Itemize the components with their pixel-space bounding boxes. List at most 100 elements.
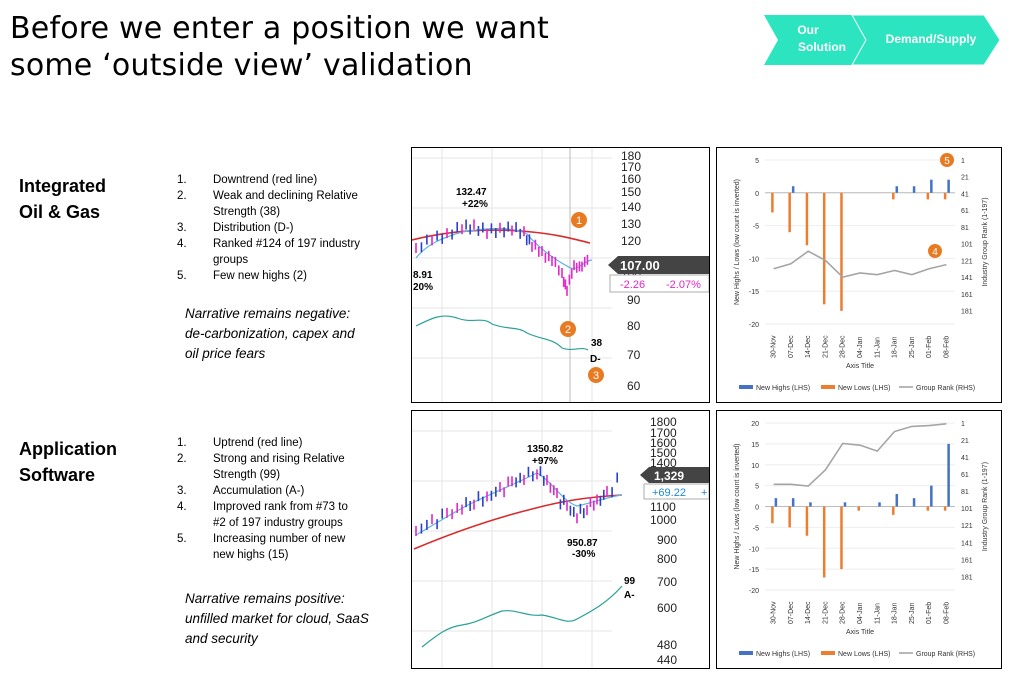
bar-new-low <box>805 192 809 246</box>
list-item: 5. Increasing number of new new highs (15) <box>177 531 378 563</box>
nav-our-solution-button[interactable] <box>764 15 870 65</box>
annotation-marker-label: 5 <box>944 156 950 167</box>
legend-label: New Highs (LHS) <box>756 385 810 392</box>
bar-new-low <box>788 506 791 528</box>
right-axis-tick: 81 <box>961 225 969 232</box>
axis-tick: 700 <box>657 575 677 589</box>
nav-demand-supply-label: Demand/Supply <box>886 32 977 46</box>
left-axis-tick: -10 <box>749 256 759 263</box>
axis-tick: 180 <box>621 149 641 163</box>
axis-tick: 1100 <box>650 500 676 514</box>
left-axis-tick: 20 <box>751 421 759 428</box>
oil-gas-change-pct: -2.07% <box>666 279 701 291</box>
oil-gas-price-svg: 132.47 +22% 8.91 20% 180 170 160 150 140… <box>412 148 709 402</box>
software-flow-svg: 20151050-5-10-15-20121416181101121141161… <box>734 421 989 658</box>
left-axis-tick: 10 <box>751 463 759 470</box>
list-text: Ranked #124 of 197 industry groups <box>213 236 378 268</box>
left-axis-tick: -15 <box>749 289 759 296</box>
software-high-label: 1350.82 <box>527 444 564 455</box>
right-axis-tick: 101 <box>961 242 973 249</box>
list-item: 4. Ranked #124 of 197 industry groups <box>177 236 378 268</box>
bar-new-high <box>895 186 899 193</box>
y-axis-title: New Highs / Lows (low count is inverted) <box>734 179 741 305</box>
left-axis-tick: -5 <box>753 525 759 532</box>
nav-demand-supply-button[interactable] <box>851 14 1001 66</box>
bar-new-high <box>791 498 795 507</box>
x-axis-tick: 28-Dec <box>840 335 847 358</box>
axis-tick: 1000 <box>650 513 677 527</box>
list-item: 3. Accumulation (A-) <box>177 483 378 499</box>
right-axis-tick: 121 <box>961 523 973 530</box>
bar-new-low <box>788 192 791 233</box>
software-last-price-tag <box>640 467 709 483</box>
legend-swatch <box>821 651 835 655</box>
bar-new-low <box>892 192 895 200</box>
y-axis-title: New Highs / Lows (low count is inverted) <box>734 443 741 569</box>
list-text-line: Strong and rising Relative <box>213 453 345 465</box>
bar-new-high <box>930 485 933 507</box>
section-title-oil-gas: Integrated Oil & Gas <box>19 173 106 225</box>
oil-gas-candles <box>415 219 589 296</box>
right-axis-tick: 161 <box>961 292 973 299</box>
x-axis-tick: 11-Jan <box>874 603 881 624</box>
software-change-box <box>643 483 709 500</box>
marker-3-label: 3 <box>593 370 599 382</box>
left-axis-tick: 5 <box>755 484 759 491</box>
list-text-line: #2 of 197 industry groups <box>213 517 343 529</box>
software-points-list: 1. Uptrend (red line) 2. Strong and rising… <box>177 435 378 563</box>
axis-tick: 140 <box>621 200 641 214</box>
oil-gas-rs-value: 38 <box>591 338 603 349</box>
axis-tick: 600 <box>657 601 677 615</box>
narrative-line: and security <box>185 631 258 646</box>
legend-swatch <box>739 651 753 655</box>
right-axis-tick: 101 <box>961 506 973 513</box>
oil-gas-change: -2.26 <box>620 279 645 291</box>
list-text: Weak and declining Relative Strength (38) <box>213 188 378 220</box>
software-price-axis: 1800 1700 1600 1500 1400 1100 1000 900 8… <box>650 415 677 667</box>
software-last-price: 1,329 <box>654 469 684 483</box>
software-acc-dist: A- <box>624 590 635 601</box>
axis-tick: 130 <box>621 217 641 231</box>
software-rs-value: 99 <box>624 576 636 587</box>
page-title-line1: Before we enter a position we want <box>10 11 550 46</box>
software-low-pct: -30% <box>572 549 595 560</box>
section-title-line2: Oil & Gas <box>19 202 101 222</box>
list-text: Improved rank from #73 to #2 of 197 indus… <box>213 499 378 531</box>
annotation-marker <box>928 244 942 258</box>
group-rank-line <box>773 250 947 279</box>
marker-1 <box>571 212 587 228</box>
oil-gas-flow-svg: 50-5-10-15-2012141618110112114116118130-… <box>734 153 989 392</box>
list-text: Accumulation (A-) <box>213 485 305 497</box>
bar-new-low <box>943 506 947 511</box>
narrative-line: oil price fears <box>185 346 266 361</box>
axis-tick: 800 <box>657 552 677 566</box>
right-axis-tick: 161 <box>961 557 973 564</box>
narrative-line: de-carbonization, capex and <box>185 326 355 341</box>
bar-new-high <box>912 186 916 193</box>
right-axis-tick: 21 <box>961 438 969 445</box>
axis-tick: 1700 <box>650 426 677 440</box>
narrative-line: unfilled market for cloud, SaaS <box>185 611 369 626</box>
legend-label: New Highs (LHS) <box>756 651 810 658</box>
x-axis-tick: 01-Feb <box>926 336 933 358</box>
software-price-svg: 1350.82 +97% 950.87 -30% 1800 1700 1600 … <box>412 411 709 668</box>
bar-new-high <box>774 498 778 507</box>
x-axis-title: Axis Title <box>846 629 874 636</box>
list-num: 3. <box>177 485 187 497</box>
bar-new-low <box>822 506 826 578</box>
list-num: 2. <box>177 190 187 202</box>
oil-gas-narrative: Narrative remains negative: de-carboniza… <box>185 304 395 364</box>
x-axis-tick: 11-Jan <box>874 337 881 358</box>
axis-tick: 70 <box>627 348 641 362</box>
axis-tick: 1400 <box>650 456 677 470</box>
axis-tick: 480 <box>657 638 677 652</box>
bar-new-high <box>947 179 950 193</box>
axis-tick: 170 <box>621 160 641 174</box>
list-text-line: groups <box>213 254 249 266</box>
legend-label: Group Rank (RHS) <box>916 385 975 392</box>
list-num: 4. <box>177 238 187 250</box>
list-item: 1. Downtrend (red line) <box>177 172 378 188</box>
axis-tick: 120 <box>621 234 641 248</box>
oil-gas-price-chart: 132.47 +22% 8.91 20% 180 170 160 150 140… <box>411 147 710 403</box>
software-flow-chart: 20 15 10 5 0 -5 -10 -15 -20 1 21 41 61 81 101 121 141 161… <box>716 410 1002 669</box>
